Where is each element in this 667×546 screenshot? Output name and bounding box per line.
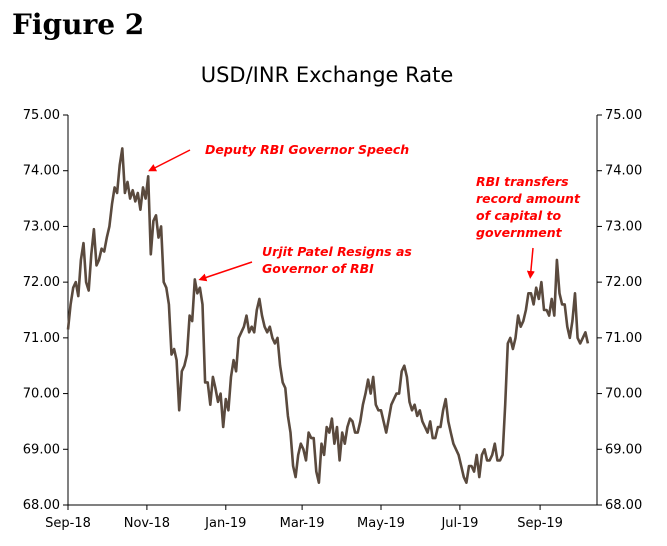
y-tick-label-left: 72.00 (23, 275, 60, 290)
x-tick-label: Sep-19 (517, 516, 563, 531)
y-tick-label-left: 75.00 (23, 108, 60, 123)
x-tick-label: Jul-19 (440, 516, 478, 531)
x-tick-label: Nov-18 (124, 516, 170, 531)
x-tick-label: May-19 (357, 516, 405, 531)
annotation-label-line: Governor of RBI (262, 261, 374, 276)
annotation-label-line: RBI transfers (476, 174, 569, 189)
y-tick-label-right: 75.00 (605, 108, 642, 123)
y-tick-label-right: 70.00 (605, 387, 642, 402)
y-tick-label-right: 73.00 (605, 219, 642, 234)
y-tick-label-left: 68.00 (23, 498, 60, 513)
y-tick-label-right: 72.00 (605, 275, 642, 290)
annotation-label-line: Urjit Patel Resigns as (262, 244, 412, 259)
annotation-arrow (198, 261, 253, 282)
series-line (66, 147, 590, 485)
chart-frame: 68.00 68.00 69.00 69.00 70.00 70.00 71.00 71.00… (23, 108, 642, 531)
figure-label: Figure 2 (12, 8, 145, 41)
y-tick-label-left: 69.00 (23, 442, 60, 457)
annotation-layer: Deputy RBI Governor Speech Urjit Patel Re… (148, 142, 581, 282)
y-tick-label-right: 74.00 (605, 164, 642, 179)
y-tick-label-left: 73.00 (23, 219, 60, 234)
x-tick-label: Mar-19 (280, 516, 325, 531)
y-tick-label-left: 70.00 (23, 387, 60, 402)
x-tick-label: Jan-19 (204, 516, 246, 531)
x-tick-label: Sep-18 (45, 516, 91, 531)
annotation-label-line: of capital to (476, 208, 561, 223)
annotation-label-line: record amount (476, 191, 581, 206)
chart-title: USD/INR Exchange Rate (201, 63, 454, 87)
annotation-arrow (148, 149, 191, 172)
annotation-label: Deputy RBI Governor Speech (205, 142, 409, 157)
y-tick-label-right: 69.00 (605, 442, 642, 457)
y-tick-label-right: 71.00 (605, 331, 642, 346)
y-tick-label-left: 71.00 (23, 331, 60, 346)
y-tick-label-left: 74.00 (23, 164, 60, 179)
series-line-layer (66, 147, 590, 485)
y-tick-label-right: 68.00 (605, 498, 642, 513)
annotation-arrow (526, 247, 535, 279)
annotation-label-line: government (476, 225, 563, 240)
